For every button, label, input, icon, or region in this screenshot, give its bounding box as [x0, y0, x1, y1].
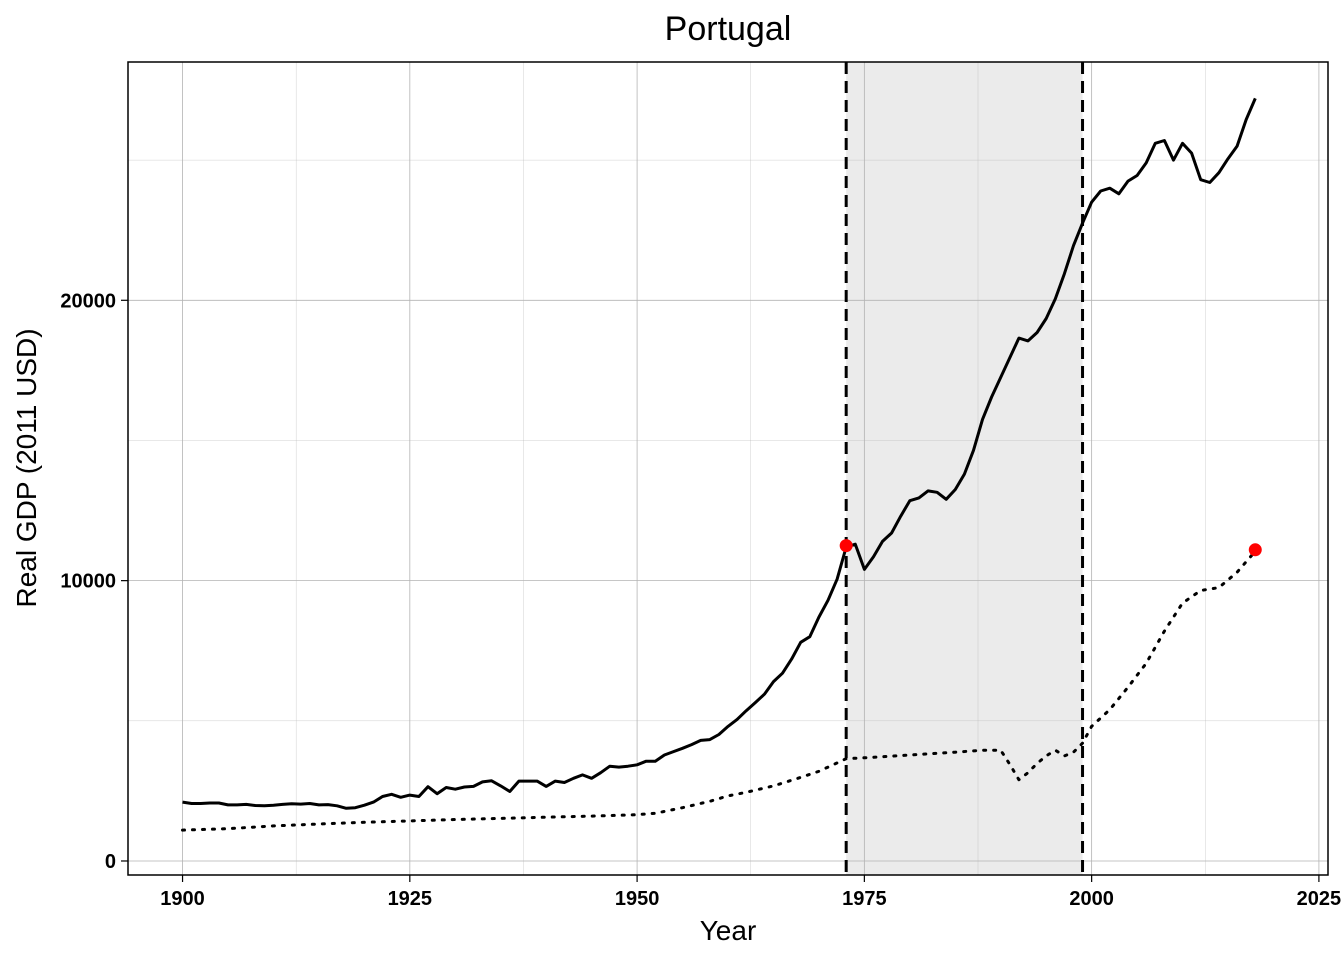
x-axis-ticks: 1900 1925 1950 1975 2000 2025 [160, 875, 1341, 910]
x-tick-label: 2000 [1069, 888, 1114, 910]
x-tick-label: 1975 [842, 888, 887, 910]
plot-border [127, 61, 1329, 876]
series-group [181, 97, 1257, 832]
solid-series-line [182, 97, 1257, 810]
grid-lines [128, 62, 1328, 875]
chart-title: Portugal [665, 10, 792, 48]
x-tick-label: 1900 [160, 888, 205, 910]
red-point-marker [1248, 543, 1262, 557]
plot-area [128, 62, 1328, 875]
y-tick-label: 0 [105, 851, 116, 873]
marker-group [839, 539, 1262, 557]
red-point-marker [839, 539, 853, 553]
x-axis-title: Year [700, 915, 757, 946]
x-tick-label: 1925 [388, 888, 433, 910]
vertical-reference-lines [844, 62, 1085, 875]
y-tick-label: 10000 [60, 571, 116, 593]
dotted-series-line [181, 549, 1257, 832]
x-tick-label: 2025 [1297, 888, 1342, 910]
y-tick-label: 20000 [60, 290, 116, 312]
treatment-period-shade [846, 62, 1083, 875]
y-axis-title: Real GDP (2011 USD) [11, 328, 42, 607]
y-axis-ticks: 0 10000 20000 [60, 290, 128, 873]
x-tick-label: 1950 [615, 888, 660, 910]
shaded-period [846, 62, 1083, 875]
